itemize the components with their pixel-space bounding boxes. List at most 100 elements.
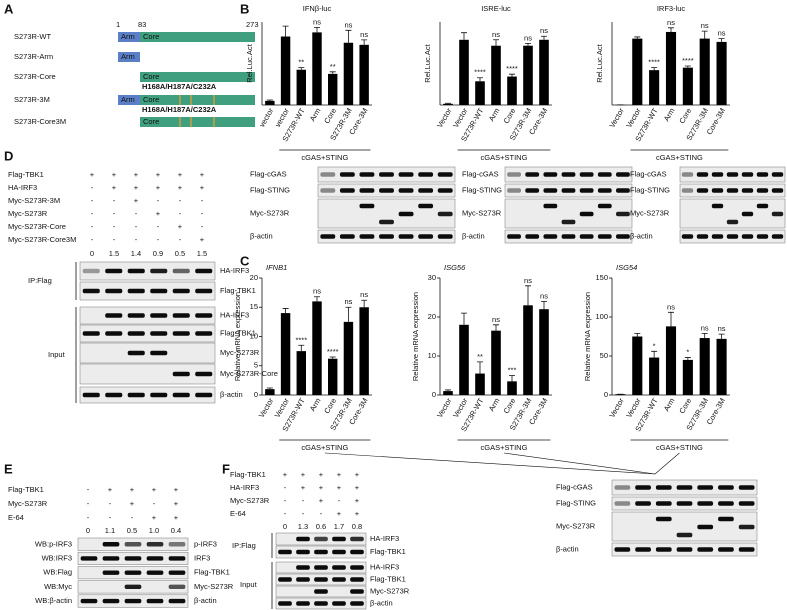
blot-band <box>379 219 394 225</box>
error-bar <box>345 306 352 322</box>
y-tick-label: 10 <box>428 351 436 360</box>
blot-band <box>127 392 145 398</box>
condition-sign: - <box>157 196 160 205</box>
construct-name: S273R-Core <box>14 72 56 81</box>
condition-name: Myc-S273R <box>230 496 270 505</box>
blot-band <box>616 211 630 217</box>
condition-sign: + <box>337 509 342 518</box>
panel-label: E <box>4 461 13 476</box>
blot-label: Flag-STING <box>556 498 596 507</box>
blot-band <box>437 188 453 193</box>
error-bar <box>329 356 336 359</box>
bar <box>507 76 517 105</box>
condition-sign: - <box>135 235 138 244</box>
error-bar <box>634 36 641 39</box>
condition-sign: - <box>113 222 116 231</box>
bar <box>443 103 453 105</box>
blot-label: Myc-S273R-Core <box>220 369 278 378</box>
quantification: 0.8 <box>352 522 362 531</box>
significance: ns <box>667 302 675 311</box>
blot-band <box>697 524 714 530</box>
blot-band <box>561 188 576 193</box>
condition-sign: - <box>302 496 305 505</box>
blot-group-label: IP:Flag <box>28 276 52 285</box>
condition-name: Myc-S273R <box>8 499 48 508</box>
blot-band <box>525 172 540 177</box>
significance: *** <box>508 365 517 374</box>
condition-sign: - <box>284 509 287 518</box>
bar <box>649 70 660 105</box>
blot-band <box>738 485 755 490</box>
blot-band <box>507 188 521 193</box>
blot-band <box>697 501 714 506</box>
blot-label: β-actin <box>462 231 485 240</box>
condition-sign: - <box>338 496 341 505</box>
condition-sign: - <box>91 183 94 192</box>
blot-band <box>543 203 558 209</box>
blot-band <box>124 584 142 590</box>
blot-label: β-actin <box>630 231 653 240</box>
blot-band <box>332 601 346 606</box>
blot-label: Flag-STING <box>462 185 502 194</box>
blot-probe: WB:p-IRF3 <box>35 539 72 548</box>
blot-band <box>543 172 558 177</box>
error-bar <box>525 285 531 306</box>
rule <box>503 452 656 475</box>
significance: **** <box>682 56 694 65</box>
quantification: 1.1 <box>105 526 115 535</box>
quantification: 0.9 <box>153 249 163 258</box>
blot-band <box>82 268 100 274</box>
blot-label: β-actin <box>370 598 393 607</box>
construct-name: S273R-WT <box>14 32 52 41</box>
blot-band <box>82 392 100 398</box>
blot-label: Myc-S273R <box>220 348 260 357</box>
blot-band <box>172 313 190 318</box>
blot-band <box>80 556 98 561</box>
error-bar <box>461 32 467 40</box>
blot-band <box>150 392 168 398</box>
blot-band <box>278 549 292 555</box>
x-tick-label: Arm <box>308 106 323 122</box>
blot-band <box>278 577 292 582</box>
error-bar <box>541 301 547 310</box>
blot <box>79 342 216 364</box>
blot-band <box>756 172 769 177</box>
bar <box>539 39 549 105</box>
blot-band <box>296 577 310 582</box>
residue-label: 1 <box>116 20 120 29</box>
blot-band <box>314 549 328 555</box>
blot-band <box>597 203 612 209</box>
blot-band <box>561 234 576 239</box>
condition-sign: + <box>355 470 360 479</box>
y-tick-label: 150 <box>595 273 608 282</box>
bar <box>280 313 291 395</box>
error-bar <box>651 350 658 358</box>
blot-band <box>339 172 355 177</box>
blot-band <box>195 371 213 377</box>
error-bar <box>345 29 352 43</box>
blot-band <box>168 542 186 547</box>
significance: ns <box>718 324 726 333</box>
error-bar <box>684 65 691 68</box>
blot <box>79 261 216 281</box>
quantification: 0 <box>283 522 287 531</box>
error-bar <box>282 308 289 314</box>
blot-band <box>616 234 630 239</box>
construct-name: S273R-3M <box>14 95 50 104</box>
chart-title: ISRE-luc <box>481 4 511 13</box>
error-bar <box>634 332 641 337</box>
blot-band <box>124 542 142 547</box>
blot-band <box>579 234 594 239</box>
bar <box>475 373 485 395</box>
blot-band <box>82 288 100 294</box>
blot-label: Flag-TBK1 <box>220 286 256 295</box>
y-axis-label: Relative mRNA expression <box>233 292 242 381</box>
blot-band <box>146 542 164 547</box>
blot-label: Flag-TBK1 <box>370 574 406 583</box>
blot-band <box>332 549 346 555</box>
y-tick-label: 5 <box>254 361 258 370</box>
blot-group-label: IP:Flag <box>232 541 256 550</box>
panel-label: B <box>240 1 249 16</box>
y-tick-label: 20 <box>428 312 436 321</box>
blot-band <box>771 234 784 239</box>
